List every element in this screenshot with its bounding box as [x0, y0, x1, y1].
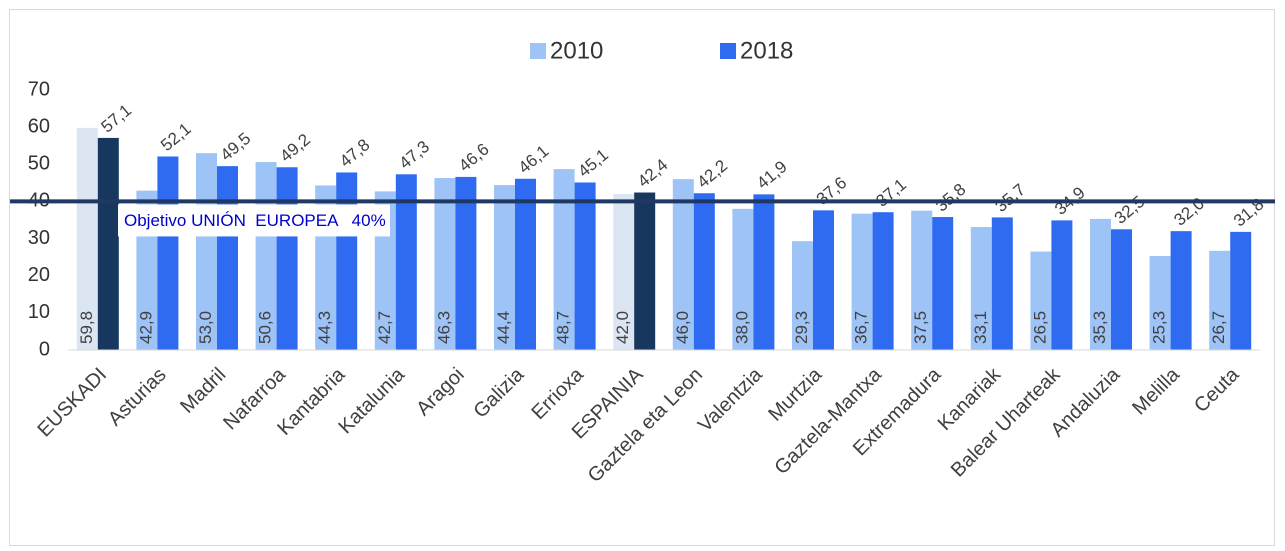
- value-label: 29,3: [792, 311, 811, 344]
- legend-label: 2018: [740, 37, 793, 64]
- bar: [1149, 256, 1171, 350]
- y-tick-label: 70: [28, 78, 50, 100]
- value-label: 42,0: [613, 311, 632, 344]
- bar: [1209, 250, 1231, 350]
- legend-swatch: [720, 43, 736, 59]
- value-label: 53,0: [196, 311, 215, 344]
- bar: [553, 169, 575, 350]
- value-label: 26,5: [1030, 311, 1049, 344]
- value-label: 42,9: [136, 311, 155, 344]
- bar: [1230, 231, 1252, 350]
- bar: [932, 217, 954, 350]
- bar: [672, 179, 694, 350]
- value-label: 26,7: [1209, 311, 1228, 344]
- bar: [693, 193, 715, 350]
- y-tick-label: 0: [39, 338, 50, 360]
- bar: [911, 210, 933, 350]
- bar: [1111, 229, 1132, 350]
- annotation-box: [118, 204, 390, 237]
- bar: [97, 137, 119, 350]
- y-tick-label: 60: [28, 115, 50, 137]
- bar: [613, 194, 635, 350]
- bar: [970, 227, 992, 350]
- value-label: 46,3: [434, 311, 453, 344]
- bar: [434, 178, 456, 350]
- bar: [76, 127, 98, 350]
- bar: [217, 166, 238, 350]
- bar: [991, 217, 1013, 350]
- legend-swatch: [530, 43, 546, 59]
- annotation: Objetivo UNIÓN EUROPEA 40%: [124, 211, 386, 230]
- bar: [494, 185, 515, 350]
- legend-label: 2010: [550, 37, 603, 64]
- y-tick-label: 30: [28, 227, 50, 249]
- y-tick-label: 20: [28, 264, 50, 286]
- bar: [753, 194, 775, 350]
- bar: [455, 176, 477, 350]
- bar: [1051, 220, 1073, 350]
- bar: [872, 212, 894, 350]
- value-label: 36,7: [852, 311, 871, 344]
- value-label: 42,7: [375, 311, 394, 344]
- value-label: 35,3: [1090, 311, 1109, 344]
- bar: [851, 213, 873, 350]
- value-label: 44,4: [494, 311, 513, 344]
- value-label: 38,0: [732, 311, 751, 344]
- bar: [1090, 218, 1111, 350]
- value-label: 48,7: [554, 311, 573, 344]
- value-label: 50,6: [256, 311, 275, 344]
- y-tick-label: 10: [28, 301, 50, 323]
- bar: [1170, 231, 1192, 350]
- y-tick-label: 50: [28, 153, 50, 175]
- value-label: 25,3: [1150, 311, 1169, 344]
- value-label: 46,0: [673, 311, 692, 344]
- bar: [336, 172, 358, 350]
- value-label: 33,1: [971, 311, 990, 344]
- bar: [157, 156, 179, 350]
- bar: [1030, 251, 1052, 350]
- bar: [574, 182, 596, 350]
- bar: [732, 208, 754, 350]
- value-label: 37,5: [911, 311, 930, 344]
- bar: [792, 241, 813, 350]
- bar: [813, 210, 834, 350]
- value-label: 59,8: [77, 311, 96, 344]
- bar: [634, 192, 656, 350]
- value-label: 44,3: [315, 311, 334, 344]
- bar: [395, 174, 417, 350]
- bar: [276, 167, 298, 350]
- bar: [515, 178, 536, 350]
